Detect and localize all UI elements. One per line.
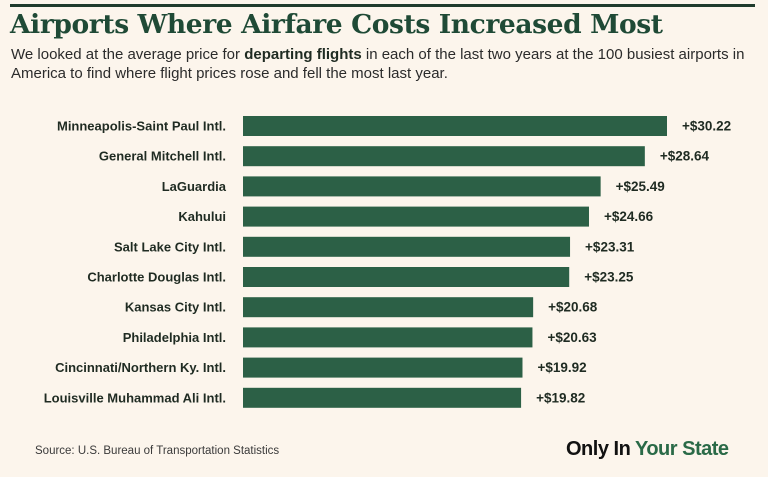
brand-logo-part1: Only In bbox=[566, 438, 635, 460]
value-label: +$25.49 bbox=[616, 179, 665, 194]
brand-logo: Only In Your State bbox=[566, 438, 729, 461]
chart-title: Airports Where Airfare Costs Increased M… bbox=[10, 9, 663, 40]
value-label: +$19.92 bbox=[537, 360, 586, 375]
value-label: +$30.22 bbox=[682, 119, 731, 134]
category-label: Louisville Muhammad Ali Intl. bbox=[44, 390, 226, 405]
value-label: +$28.64 bbox=[660, 149, 710, 164]
source-note: Source: U.S. Bureau of Transportation St… bbox=[35, 445, 280, 457]
value-label: +$20.63 bbox=[547, 330, 597, 345]
category-label: Salt Lake City Intl. bbox=[114, 239, 226, 254]
subtitle-text-end: in each of the last two years at the 100… bbox=[11, 46, 745, 82]
value-label: +$23.31 bbox=[585, 239, 635, 254]
bar bbox=[243, 327, 533, 348]
bar bbox=[243, 297, 534, 318]
bar-chart: Minneapolis-Saint Paul Intl. +$30.22 Gener… bbox=[44, 116, 731, 408]
top-rule bbox=[10, 4, 755, 7]
subtitle-emphasis: departing flights bbox=[244, 46, 362, 63]
value-label: +$19.82 bbox=[536, 390, 585, 405]
category-label: LaGuardia bbox=[162, 179, 227, 194]
bar bbox=[243, 146, 645, 167]
subtitle-text-start: We looked at the average price for bbox=[11, 46, 245, 63]
chart-subtitle: We looked at the average price for depar… bbox=[11, 45, 756, 83]
category-label: Cincinnati/Northern Ky. Intl. bbox=[55, 360, 226, 375]
bar bbox=[243, 176, 601, 197]
bar bbox=[243, 116, 667, 136]
bar bbox=[243, 267, 570, 287]
value-label: +$20.68 bbox=[548, 300, 598, 315]
category-label: Kahului bbox=[178, 209, 226, 224]
brand-logo-part2: Your State bbox=[634, 438, 729, 460]
category-label: Charlotte Douglas Intl. bbox=[87, 270, 226, 285]
bar bbox=[243, 387, 522, 408]
category-label: General Mitchell Intl. bbox=[99, 149, 226, 164]
value-label: +$23.25 bbox=[584, 270, 634, 285]
bar bbox=[243, 357, 523, 378]
category-label: Minneapolis-Saint Paul Intl. bbox=[57, 119, 226, 134]
category-label: Philadelphia Intl. bbox=[123, 330, 226, 345]
value-label: +$24.66 bbox=[604, 209, 654, 224]
category-label: Kansas City Intl. bbox=[125, 300, 226, 315]
bar bbox=[243, 236, 571, 257]
bar bbox=[243, 206, 589, 227]
